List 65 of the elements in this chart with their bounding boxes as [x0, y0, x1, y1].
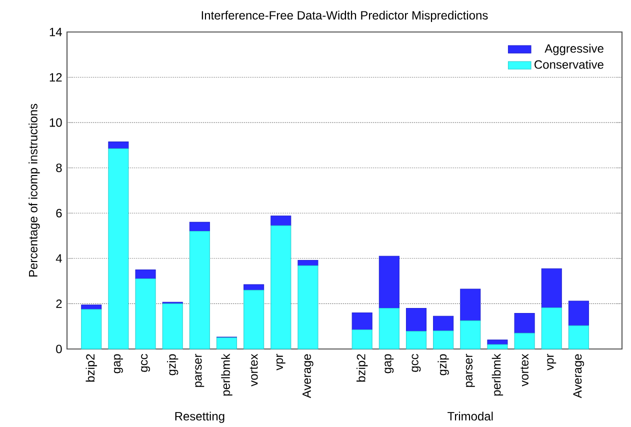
x-tick-label: bzip2 — [356, 354, 368, 382]
chart-title: Interference-Free Data-Width Predictor Mispredictions — [202, 10, 488, 22]
bar — [514, 312, 535, 334]
bar — [433, 316, 454, 332]
bar — [378, 308, 400, 350]
bar — [460, 288, 481, 321]
bar — [487, 340, 508, 345]
bar — [135, 269, 156, 280]
x-tick-label: parser — [466, 354, 475, 387]
x-tick-label: vortex — [520, 354, 528, 386]
y-tick-label: 0 — [56, 344, 62, 354]
bar — [108, 148, 129, 350]
bar — [541, 268, 562, 308]
text: Resetting — [175, 412, 224, 423]
bar — [460, 320, 481, 350]
bar — [189, 230, 210, 350]
bar — [108, 142, 129, 149]
y-tick-label: 2 — [56, 300, 62, 308]
bar — [244, 290, 264, 350]
y-tick-label: 8 — [56, 164, 62, 172]
bar — [135, 278, 156, 350]
bar — [433, 330, 454, 350]
x-tick-label: Average — [302, 354, 314, 398]
y-axis-title: Percentage of icomp instructions — [28, 104, 40, 277]
x-tick-label: Average — [573, 354, 584, 398]
x-tick-label: gzip — [438, 354, 449, 376]
bar — [81, 309, 102, 350]
y-tick-label: 12 — [50, 73, 62, 82]
text: Trimodal — [448, 412, 493, 421]
bar — [352, 329, 372, 350]
x-tick-label: perlbmk — [492, 354, 504, 396]
bar — [270, 225, 292, 350]
bar — [568, 325, 589, 350]
bar — [378, 256, 400, 308]
bar — [270, 216, 292, 226]
x-tick-label: perlbmk — [221, 354, 232, 396]
bar — [568, 300, 589, 326]
bar — [298, 260, 318, 266]
x-tick-label: vpr — [276, 354, 286, 370]
x-tick-label: bzip2 — [86, 354, 97, 382]
x-tick-label: gzip — [166, 354, 178, 376]
bar — [244, 284, 264, 290]
x-tick-label: vortex — [250, 354, 258, 386]
bar — [162, 303, 183, 350]
x-tick-label: vpr — [547, 354, 556, 370]
x-tick-label: gcc — [412, 354, 421, 372]
y-tick-label: 14 — [50, 28, 62, 36]
bar — [514, 332, 535, 350]
x-tick-label: gap — [114, 354, 123, 374]
y-tick-label: 4 — [56, 254, 62, 263]
bar — [487, 344, 508, 350]
bar — [298, 265, 318, 350]
x-tick-label: gcc — [141, 354, 150, 372]
bar — [541, 308, 562, 350]
bar — [189, 222, 210, 232]
bar — [406, 331, 427, 350]
x-tick-label: gap — [384, 354, 394, 374]
legend-label: Conservative — [534, 60, 604, 69]
bar — [352, 312, 372, 330]
x-tick-label: parser — [195, 354, 204, 387]
bar — [406, 308, 427, 332]
y-tick-label: 10 — [50, 118, 62, 127]
legend-label: Aggressive — [544, 44, 604, 56]
y-tick-label: 6 — [56, 208, 62, 218]
bar — [216, 337, 238, 350]
